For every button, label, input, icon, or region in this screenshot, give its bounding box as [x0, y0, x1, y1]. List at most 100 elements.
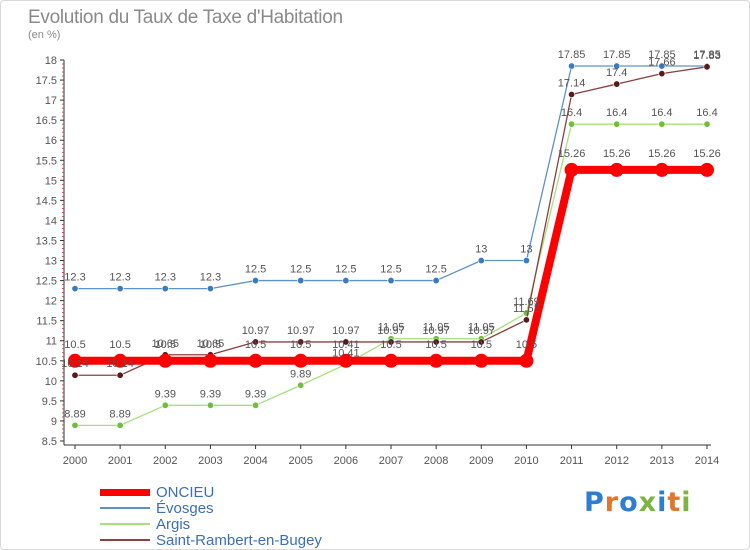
y-tick-label: 10 [45, 376, 57, 388]
x-tick-label: 2010 [514, 455, 538, 467]
legend-label-1: Évosges [156, 499, 214, 517]
logo-letter: r [604, 487, 620, 518]
data-point [116, 285, 124, 293]
data-label: 12.5 [245, 264, 266, 276]
data-label: 10.14 [61, 358, 89, 370]
data-label: 10.5 [245, 339, 266, 351]
y-tick-label: 15 [45, 175, 57, 187]
data-point [71, 421, 79, 429]
data-label: 10.97 [468, 325, 496, 337]
legend-swatch-0 [100, 488, 150, 496]
data-label: 12.5 [380, 264, 401, 276]
x-tick-label: 2009 [469, 455, 493, 467]
data-label: 17.66 [648, 57, 676, 69]
data-point [252, 277, 260, 285]
chart-axes: 8.5 9 9.5 10 10.5 11 11.5 12 12.5 13 13.5 14 14.5 15 1… [36, 55, 720, 467]
y-tick-label: 12 [45, 296, 57, 308]
x-tick-label: 2011 [560, 455, 584, 467]
data-point [252, 401, 260, 409]
data-label: 10.5 [516, 339, 537, 351]
data-label: 17.4 [606, 67, 627, 79]
data-point [613, 120, 621, 128]
data-label: 16.4 [651, 107, 672, 119]
x-tick-label: 2013 [650, 455, 674, 467]
data-label: 17.85 [693, 49, 721, 61]
y-tick-label: 10.5 [36, 356, 57, 368]
data-label: 15.26 [648, 148, 676, 160]
y-tick-label: 14.5 [36, 195, 57, 207]
data-label: 10.5 [64, 339, 85, 351]
data-point [654, 162, 669, 177]
logo-letter: i [657, 487, 668, 518]
data-label: 10.5 [200, 339, 221, 351]
data-label: 10.41 [332, 347, 360, 359]
data-point [71, 285, 79, 293]
logo-letter: o [619, 487, 639, 518]
chart-title: Evolution du Taux de Taxe d'Habitation [28, 7, 343, 28]
y-tick-label: 17.5 [36, 75, 57, 87]
data-label: 10.97 [332, 325, 360, 337]
data-label: 11.05 [378, 322, 405, 334]
data-label: 15.26 [693, 148, 721, 160]
legend-label-0: ONCIEU [156, 483, 215, 501]
chart-legend: ONCIEU Évosges Argis Saint-Rambert-en-Bu… [100, 483, 322, 549]
x-tick-label: 2012 [604, 455, 628, 467]
data-label: 8.89 [109, 408, 130, 420]
data-point [432, 338, 440, 346]
data-point [161, 285, 169, 293]
data-point [248, 353, 263, 368]
data-point [432, 277, 440, 285]
x-tick-label: 2004 [243, 455, 267, 467]
data-label: 17.85 [648, 49, 676, 61]
data-point [116, 421, 124, 429]
data-point [658, 62, 666, 70]
data-point [293, 353, 308, 368]
data-label: 9.89 [290, 368, 311, 380]
data-point [384, 353, 398, 368]
data-point [568, 62, 576, 70]
y-tick-label: 13.5 [36, 235, 57, 247]
data-label: 10.5 [380, 339, 401, 351]
legend-item-3: Saint-Rambert-en-Bugey [100, 532, 322, 549]
y-tick-label: 12.5 [36, 276, 57, 288]
data-label: 16.4 [561, 107, 582, 119]
data-label: 9.39 [245, 388, 266, 400]
data-point [609, 162, 624, 177]
data-point [203, 353, 218, 368]
data-label: 10.5 [290, 339, 311, 351]
data-point [206, 401, 214, 409]
data-label: 10.97 [377, 325, 405, 337]
data-point [297, 381, 305, 389]
data-point [429, 353, 444, 368]
data-label: 13 [520, 244, 532, 256]
data-point [387, 277, 395, 285]
data-point [113, 353, 128, 368]
y-tick-label: 16.5 [36, 115, 57, 127]
data-label: 12.3 [64, 272, 85, 284]
data-label: 11.05 [468, 322, 495, 334]
data-label: 10.5 [155, 339, 176, 351]
data-label: 10.41 [332, 339, 360, 351]
data-label: 16.4 [696, 107, 717, 119]
data-label: 15.26 [558, 148, 586, 160]
data-point [297, 277, 305, 285]
legend-swatch-1 [100, 507, 150, 509]
data-label: 11.52 [513, 303, 540, 315]
data-point [703, 120, 711, 128]
data-point [564, 162, 579, 177]
legend-item-1: Évosges [100, 499, 322, 517]
data-label: 17.85 [603, 49, 631, 61]
series-lines [68, 62, 714, 429]
data-label: 10.97 [287, 325, 315, 337]
data-point [206, 285, 214, 293]
data-point [522, 316, 530, 324]
data-label: 11.05 [423, 322, 450, 334]
data-label: 12.5 [290, 264, 311, 276]
data-label: 11.69 [513, 296, 540, 308]
data-point [568, 90, 576, 98]
series-line-1 [74, 65, 708, 290]
data-label: 10.97 [422, 325, 450, 337]
y-tick-label: 11 [46, 336, 57, 348]
series-labels: 10.5 10.5 10.5 10.5 10.5 10.5 10.41 10.5 10.5 10.… [61, 49, 721, 420]
